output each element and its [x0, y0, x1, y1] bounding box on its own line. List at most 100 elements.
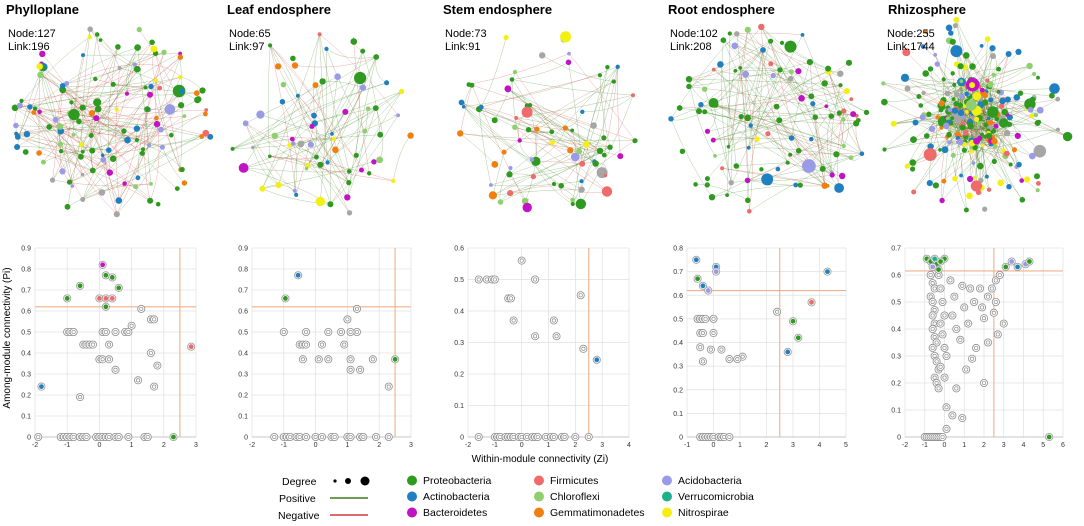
- network-node: [795, 148, 802, 154]
- network-node: [458, 99, 465, 106]
- network-node: [80, 149, 85, 154]
- network-node: [982, 99, 989, 106]
- positive-link: [507, 88, 611, 148]
- network-node: [549, 140, 555, 146]
- network-node: [199, 134, 205, 139]
- positive-link: [920, 83, 962, 106]
- network-node: [133, 125, 141, 132]
- positive-link: [511, 79, 528, 106]
- scatter-point-inner: [508, 296, 513, 301]
- positive-link: [333, 138, 350, 183]
- positive-link: [603, 66, 618, 138]
- network-node: [1033, 144, 1047, 158]
- scatter-point-inner: [348, 367, 353, 372]
- network-node: [346, 169, 352, 174]
- scatter-point: [948, 411, 957, 420]
- network-node: [837, 70, 844, 77]
- network-node: [991, 72, 996, 77]
- scatter-point-inner: [354, 329, 359, 335]
- positive-link: [736, 162, 788, 167]
- network-node: [959, 79, 964, 84]
- network-node: [961, 147, 968, 153]
- negative-link: [90, 29, 120, 69]
- y-tick-label: 0.8: [21, 267, 31, 274]
- scatter-point-inner: [152, 384, 157, 389]
- x-tick-label: 0: [712, 442, 716, 449]
- positive-link: [511, 79, 634, 96]
- positive-link: [715, 104, 844, 147]
- network-node: [117, 66, 122, 70]
- network-node: [720, 37, 727, 43]
- network-node: [1036, 181, 1041, 186]
- network-node: [560, 31, 572, 43]
- network-node: [950, 45, 963, 58]
- network-node: [59, 83, 66, 89]
- network-node: [918, 103, 924, 108]
- negative-link: [767, 120, 859, 180]
- network-node: [765, 131, 771, 137]
- network-node: [974, 116, 980, 122]
- network-node: [607, 144, 613, 150]
- negative-link: [941, 136, 948, 201]
- network-node: [685, 76, 693, 83]
- positive-link: [941, 124, 1010, 201]
- negative-link: [61, 150, 110, 173]
- scatter-point: [124, 432, 133, 441]
- positive-link: [155, 80, 181, 170]
- network-node: [317, 161, 324, 168]
- scatter-point-inner: [948, 278, 953, 283]
- negative-link: [98, 108, 163, 148]
- positive-link: [260, 114, 334, 140]
- scatter-point: [952, 324, 961, 333]
- network-node: [1024, 176, 1031, 183]
- network-node: [158, 126, 164, 133]
- positive-link: [509, 137, 604, 175]
- positive-link: [91, 109, 150, 136]
- scatter-point: [950, 292, 959, 301]
- network-node: [570, 201, 575, 207]
- network-node: [292, 188, 297, 193]
- positive-link: [747, 174, 833, 182]
- network-node: [139, 150, 145, 156]
- scatter-point: [105, 340, 114, 349]
- network-node: [1024, 98, 1036, 110]
- scatter-point-inner: [358, 367, 363, 372]
- positive-link: [700, 104, 854, 115]
- positive-link: [101, 133, 206, 193]
- zi-pi-plot-4: 00.10.20.30.40.50.60.70.8-1 0 1 2 3 4 5: [673, 246, 848, 450]
- positive-link: [245, 123, 279, 186]
- network-node: [89, 147, 96, 154]
- negative-link: [481, 106, 553, 143]
- scatter-point-inner: [354, 306, 359, 311]
- network-node: [147, 143, 152, 148]
- scatter-point: [932, 357, 941, 366]
- positive-link: [533, 150, 601, 177]
- positive-link: [714, 137, 792, 157]
- scatter-point: [571, 432, 580, 441]
- scatter-point-inner: [533, 334, 538, 339]
- scatter-point-inner: [940, 332, 945, 337]
- scatter-point-inner: [562, 434, 567, 440]
- network-node: [953, 16, 960, 23]
- scatter-point-proteobacteria: [116, 285, 122, 291]
- network-node: [776, 117, 783, 124]
- scatter-point-inner: [304, 342, 309, 347]
- network-node: [972, 91, 982, 101]
- network-node: [987, 119, 994, 126]
- scatter-point: [936, 319, 945, 328]
- x-tick-label: 2: [573, 442, 577, 449]
- network-node: [720, 166, 725, 171]
- positive-link: [282, 101, 350, 213]
- negative-link: [715, 104, 852, 158]
- negative-link: [269, 156, 317, 160]
- network-node: [733, 68, 738, 73]
- network-node: [317, 32, 322, 37]
- network-node: [204, 108, 209, 112]
- positive-link: [503, 81, 614, 153]
- scatter-point: [101, 327, 110, 336]
- network-node: [19, 98, 24, 103]
- scatter-point: [346, 327, 355, 336]
- network-node: [14, 134, 21, 140]
- network-node: [941, 77, 946, 82]
- positive-link: [137, 47, 150, 146]
